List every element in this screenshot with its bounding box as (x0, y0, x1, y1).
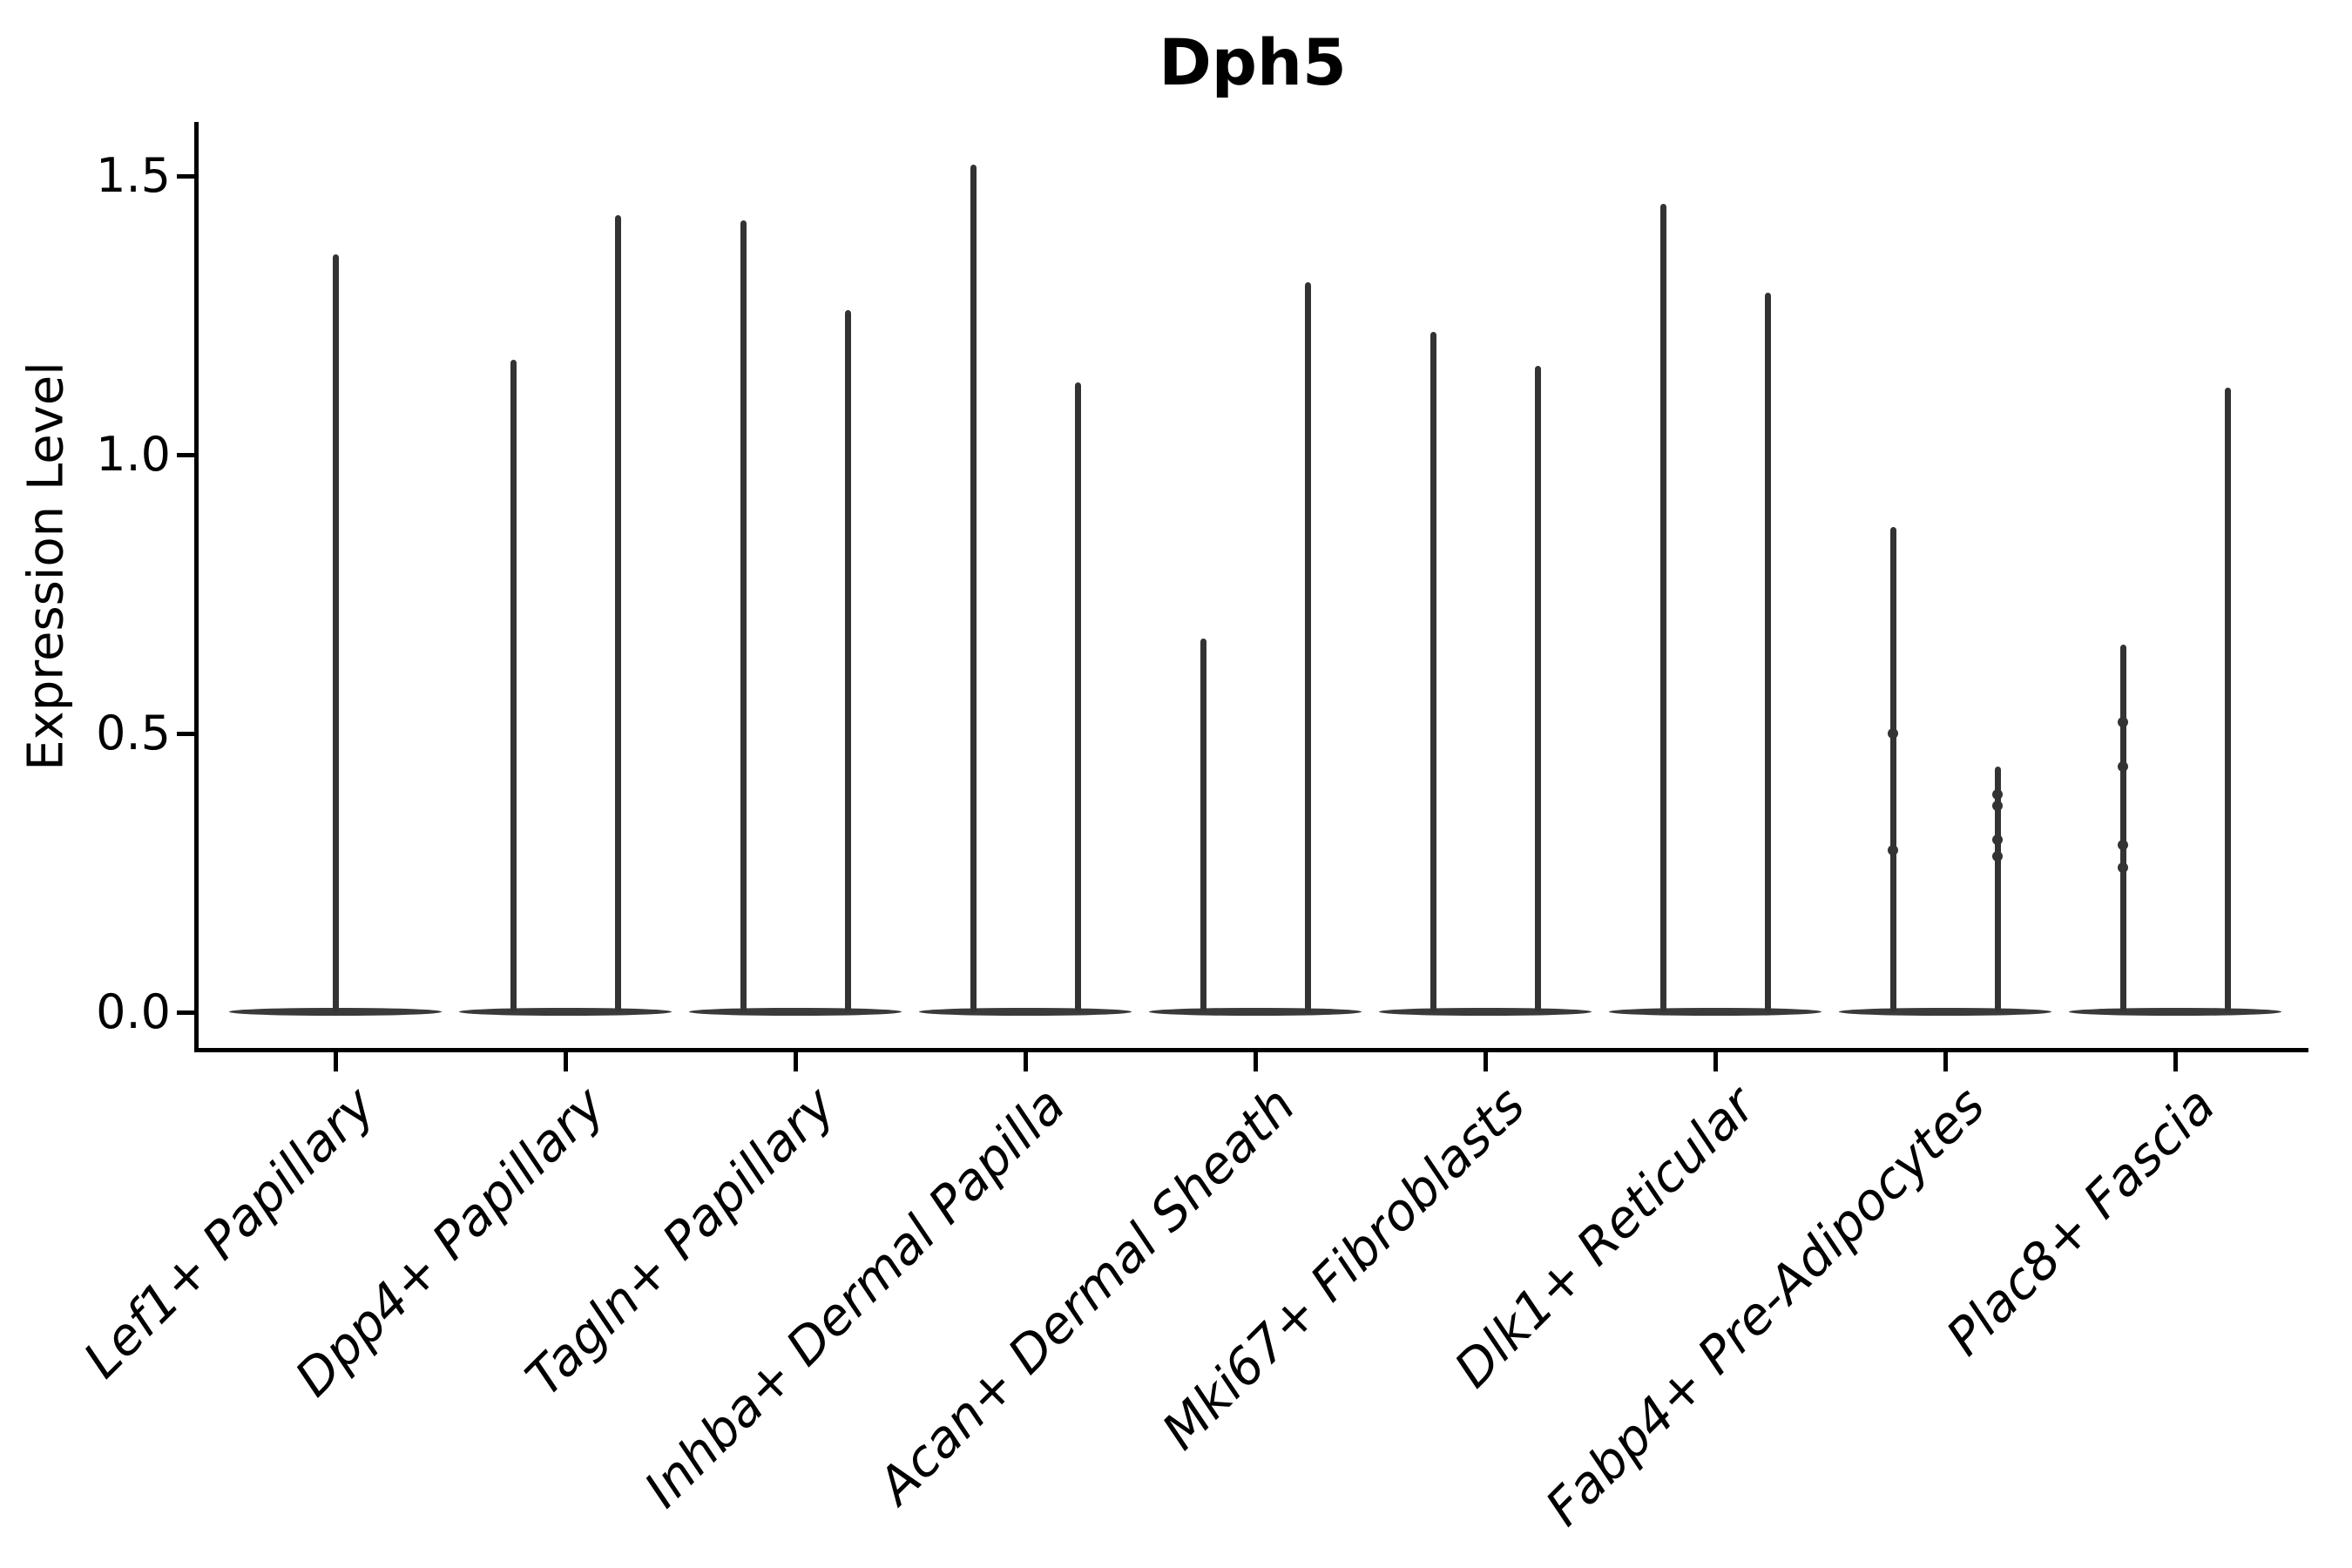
violin-knot (2118, 862, 2128, 873)
violin-spike (1074, 382, 1081, 1011)
violin-base-7 (1609, 1007, 1821, 1016)
violin-spike (1764, 293, 1771, 1011)
violin-spike (1200, 639, 1206, 1011)
violin-spike (510, 360, 517, 1011)
y-tick-label: 1.5 (96, 148, 171, 203)
y-tick-label: 0.5 (96, 706, 171, 760)
violin-spike (1304, 281, 1311, 1011)
violin-knot (1992, 834, 2003, 845)
chart-title: Dph5 (1159, 26, 1347, 100)
y-tick-label: 1.0 (96, 427, 171, 482)
violin-spike (2224, 388, 2231, 1011)
violin-spike (844, 309, 851, 1011)
x-tick (1023, 1052, 1028, 1071)
x-tick (2173, 1052, 2178, 1071)
violin-spike (332, 253, 339, 1011)
violin-knot (1992, 850, 2003, 862)
x-tick (1253, 1052, 1258, 1071)
violin-knot (2118, 761, 2128, 773)
violin-base-6 (1379, 1007, 1592, 1016)
violin-spike (1534, 365, 1541, 1011)
violin-base-2 (459, 1007, 672, 1016)
violin-base-9 (2069, 1007, 2281, 1016)
violin-base-1 (229, 1007, 442, 1016)
violin-spike (740, 220, 747, 1011)
x-tick (563, 1052, 568, 1071)
x-axis-spine (194, 1048, 2308, 1052)
x-tick (333, 1052, 338, 1071)
violin-base-3 (689, 1007, 902, 1016)
violin-knot (1992, 789, 2003, 801)
violin-knot (1888, 728, 1898, 739)
x-tick (1713, 1052, 1718, 1071)
y-tick (176, 173, 195, 179)
violin-spike (1429, 332, 1436, 1011)
x-tick-label-8: Fabp4+ Pre-Adipocytes (1534, 1075, 1997, 1538)
violin-spike (970, 165, 977, 1011)
x-tick (793, 1052, 798, 1071)
y-tick (176, 731, 195, 736)
violin-knot (2118, 717, 2128, 728)
violin-spike (614, 214, 621, 1011)
y-axis-spine (194, 122, 199, 1052)
violin-spike (1889, 527, 1896, 1011)
x-tick (1483, 1052, 1488, 1071)
violin-spike (1994, 767, 2001, 1011)
y-tick-label: 0.0 (96, 984, 171, 1039)
x-tick (1943, 1052, 1948, 1071)
y-tick (176, 452, 195, 457)
violin-knot (2118, 840, 2128, 850)
x-tick-label-5: Acan+ Dermal Sheath (866, 1075, 1307, 1516)
violin-base-8 (1839, 1007, 2051, 1016)
x-tick-label-4: Inhba+ Dermal Papilla (632, 1075, 1077, 1519)
violin-knot (1992, 801, 2003, 812)
violin-base-4 (919, 1007, 1132, 1016)
violin-base-5 (1149, 1007, 1362, 1016)
y-tick (176, 1010, 195, 1015)
violin-spike (2119, 644, 2126, 1011)
violin-knot (1888, 845, 1898, 856)
violin-spike (1659, 204, 1666, 1011)
